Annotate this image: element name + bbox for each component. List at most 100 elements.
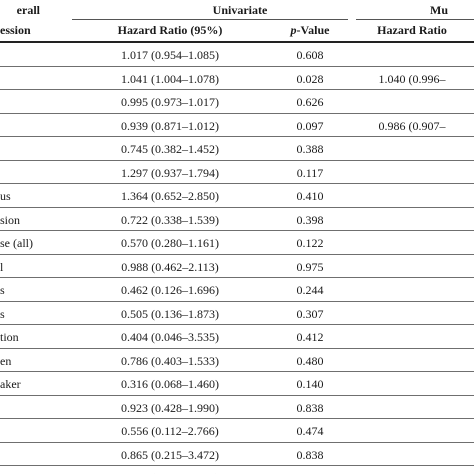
row-divider [0, 136, 474, 137]
multivariate-hazard-ratio-cell [350, 466, 474, 474]
multivariate-hazard-ratio-cell [350, 443, 474, 467]
p-value-cell: 0.480 [296, 353, 324, 368]
multivariate-underline [356, 19, 474, 20]
p-value-cell: 0.244 [296, 283, 324, 297]
multivariate-hazard-ratio-cell [350, 231, 474, 255]
row-divider [0, 65, 474, 67]
multivariate-hazard-ratio-cell [350, 396, 474, 420]
table-row: sion 0.722 (0.338–1.539) 0.398 [0, 208, 474, 232]
table-row: 0.923 (0.428–1.990) 0.838 [0, 396, 474, 420]
p-value-cell: 0.838 [296, 447, 324, 462]
hazard-ratio-cell: 1.245 (0.430–3.608) [70, 466, 270, 474]
hazard-ratio-cell: 0.745 (0.382–1.452) [121, 142, 219, 156]
row-divider [0, 465, 474, 466]
row-divider [0, 277, 474, 278]
column-header-multivariate-hazard-ratio: Hazard Ratio [377, 23, 447, 37]
row-label: l [0, 259, 4, 274]
multivariate-hazard-ratio-cell [350, 302, 474, 326]
table-row: 0.939 (0.871–1.012) 0.097 0.986 (0.907– [0, 114, 474, 138]
p-value-cell: 0.975 [296, 259, 324, 274]
row-divider [0, 89, 474, 90]
row-divider [0, 253, 474, 255]
hazard-ratio-cell: 0.316 (0.068–1.460) [121, 377, 219, 391]
row-label [0, 90, 70, 114]
multivariate-hazard-ratio-cell [350, 419, 474, 443]
hazard-ratio-cell: 0.923 (0.428–1.990) [121, 400, 219, 415]
table-row: 1.041 (1.004–1.078) 0.028 1.040 (0.996– [0, 67, 474, 91]
row-label: s [0, 306, 5, 321]
row-label: aker [0, 377, 21, 391]
p-value-cell: 0.608 [296, 48, 324, 62]
hazard-ratio-cell: 0.939 (0.871–1.012) [121, 118, 219, 133]
hazard-ratio-cell: 0.988 (0.462–2.113) [121, 259, 219, 274]
group-header-univariate: Univariate [212, 3, 268, 17]
row-divider [0, 394, 474, 396]
row-label [0, 466, 70, 474]
row-divider [0, 230, 474, 231]
table-row: 0.556 (0.112–2.766) 0.474 [0, 419, 474, 443]
table-row: l 0.988 (0.462–2.113) 0.975 [0, 255, 474, 279]
hazard-ratio-cell: 1.297 (0.937–1.794) [121, 165, 219, 180]
multivariate-hazard-ratio-cell [350, 255, 474, 279]
table-row: 1.297 (0.937–1.794) 0.117 [0, 161, 474, 185]
row-divider [0, 441, 474, 443]
row-label: s [0, 283, 5, 297]
multivariate-hazard-ratio-cell [350, 161, 474, 185]
group-header-overall: erall [16, 3, 40, 17]
hazard-ratio-cell: 0.995 (0.973–1.017) [121, 95, 219, 109]
hazard-ratio-cell: 0.786 (0.403–1.533) [121, 353, 219, 368]
group-header-multivariate: Mu [430, 3, 448, 17]
row-divider [0, 183, 474, 184]
multivariate-hazard-ratio-cell [350, 349, 474, 373]
row-divider [0, 300, 474, 302]
p-value-cell: 0.140 [296, 377, 324, 391]
header-rule [0, 41, 474, 43]
multivariate-hazard-ratio-cell [350, 325, 474, 349]
p-value-cell: 0.388 [296, 142, 324, 156]
column-header-variable: ession [0, 23, 31, 37]
row-label: tion [0, 330, 19, 344]
hazard-ratio-cell: 1.364 (0.652–2.850) [121, 189, 219, 203]
table-row: 0.745 (0.382–1.452) 0.388 [0, 137, 474, 161]
table-row: se (all) 0.570 (0.280–1.161) 0.122 [0, 231, 474, 255]
p-value-cell: 0.626 [296, 95, 324, 109]
row-label: en [0, 353, 12, 368]
row-label [0, 396, 70, 420]
multivariate-hazard-ratio-cell: 1.040 (0.996– [378, 71, 446, 86]
hazard-ratio-cell: 0.865 (0.215–3.472) [121, 447, 219, 462]
table-row: s 0.462 (0.126–1.696) 0.244 [0, 278, 474, 302]
table-row: tion 0.404 (0.046–3.535) 0.412 [0, 325, 474, 349]
multivariate-hazard-ratio-cell [350, 137, 474, 161]
p-italic: p [290, 23, 297, 37]
p-suffix: -Value [296, 23, 330, 37]
row-label [0, 419, 70, 443]
table-row: 0.865 (0.215–3.472) 0.838 [0, 443, 474, 467]
p-value-cell: 0.474 [296, 424, 324, 438]
p-value-cell: 0.028 [296, 71, 324, 86]
p-value-cell: 0.412 [296, 330, 324, 344]
row-label [0, 67, 70, 91]
column-header-row: ession Hazard Ratio (95%) p-Value Hazard… [0, 18, 474, 42]
p-value-cell: 0.097 [296, 118, 324, 133]
row-divider [0, 206, 474, 208]
multivariate-hazard-ratio-cell [350, 372, 474, 396]
p-value-cell: 0.122 [296, 236, 324, 250]
hazard-ratio-cell: 0.404 (0.046–3.535) [121, 330, 219, 344]
hazard-ratio-cell: 0.722 (0.338–1.539) [121, 212, 219, 227]
p-value-cell: 0.307 [296, 306, 324, 321]
p-value-cell: 0.117 [296, 165, 324, 180]
table-row: aker 0.316 (0.068–1.460) 0.140 [0, 372, 474, 396]
hazard-ratio-cell: 0.462 (0.126–1.696) [121, 283, 219, 297]
row-label [0, 137, 70, 161]
multivariate-hazard-ratio-cell [350, 278, 474, 302]
univariate-underline [72, 19, 348, 20]
multivariate-hazard-ratio-cell [350, 43, 474, 67]
column-header-p-value: p-Value [270, 18, 350, 42]
row-divider [0, 112, 474, 114]
multivariate-hazard-ratio-cell [350, 90, 474, 114]
hazard-ratio-cell: 1.041 (1.004–1.078) [121, 71, 219, 86]
row-divider [0, 347, 474, 349]
hazard-ratio-cell: 0.556 (0.112–2.766) [121, 424, 219, 438]
row-label [0, 43, 70, 67]
